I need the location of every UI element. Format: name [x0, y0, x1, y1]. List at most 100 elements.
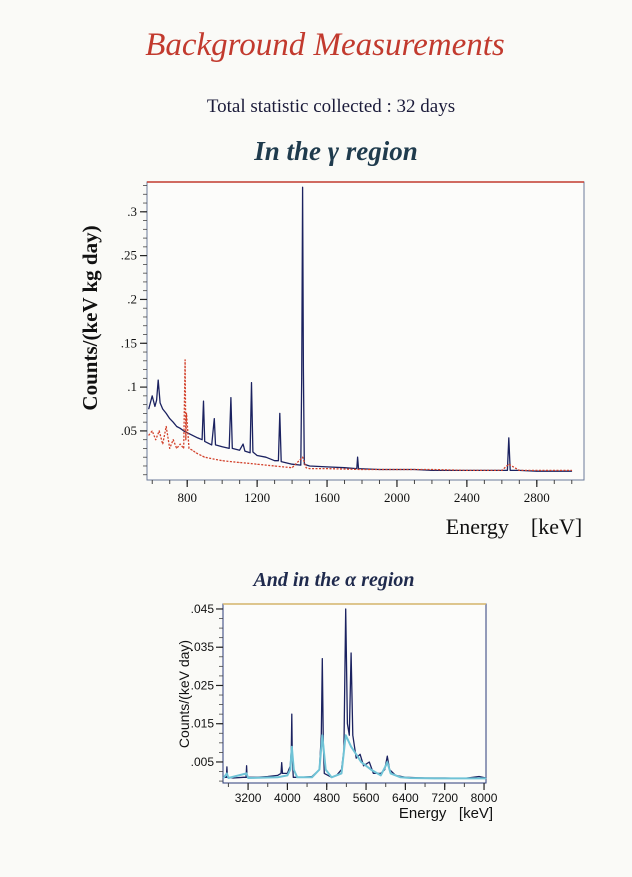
- data-point-spectrum-solid: [148, 408, 150, 410]
- data-point-alpha-dark: [321, 658, 323, 660]
- y-tick-label: .015: [191, 717, 215, 731]
- data-point-spectrum-solid: [251, 382, 252, 384]
- data-point-spectrum-solid: [249, 452, 251, 454]
- data-point-alpha-light: [485, 778, 487, 779]
- data-point-alpha-light: [223, 777, 224, 779]
- data-point-spectrum-dotted: [195, 452, 197, 454]
- data-point-spectrum-solid: [265, 456, 267, 458]
- data-point-alpha-dark: [280, 773, 282, 774]
- data-point-alpha-light: [277, 776, 278, 778]
- data-point-alpha-light: [409, 777, 411, 779]
- data-point-spectrum-solid: [169, 418, 171, 420]
- data-point-spectrum-dotted: [148, 434, 150, 436]
- data-point-spectrum-dotted: [501, 469, 503, 471]
- data-point-spectrum-solid: [203, 400, 204, 402]
- data-point-spectrum-solid: [176, 426, 178, 427]
- data-point-spectrum-dotted: [282, 466, 284, 468]
- y-tick-label: .1: [127, 379, 137, 394]
- data-point-alpha-dark: [226, 766, 228, 768]
- data-point-spectrum-solid: [274, 460, 276, 462]
- data-point-spectrum-dotted: [151, 430, 153, 432]
- data-point-spectrum-dotted: [155, 439, 157, 441]
- data-point-spectrum-dotted: [274, 465, 276, 467]
- plot-area: [146, 181, 585, 481]
- data-point-alpha-dark: [291, 713, 293, 715]
- data-point-spectrum-dotted: [213, 458, 214, 460]
- data-point-spectrum-solid: [309, 465, 310, 467]
- data-point-spectrum-dotted: [518, 469, 520, 471]
- data-point-spectrum-solid: [507, 469, 508, 471]
- data-point-spectrum-dotted: [256, 463, 258, 465]
- data-point-spectrum-solid: [302, 186, 303, 188]
- y-tick-label: .15: [121, 335, 137, 350]
- data-point-alpha-light: [325, 769, 327, 771]
- data-point-alpha-light: [386, 761, 388, 763]
- data-point-spectrum-solid: [201, 439, 203, 441]
- data-point-alpha-light: [380, 774, 382, 776]
- data-point-spectrum-solid: [300, 464, 302, 466]
- y-tick-label: .2: [127, 291, 137, 306]
- data-point-spectrum-solid: [230, 397, 232, 399]
- data-point-spectrum-solid: [356, 468, 358, 470]
- data-point-spectrum-solid: [278, 460, 279, 462]
- x-axis-label: Energy [keV]: [399, 805, 493, 822]
- data-point-spectrum-dotted: [184, 359, 186, 361]
- y-axis-label: Counts/(keV kg day): [78, 225, 102, 410]
- data-point-spectrum-solid: [344, 467, 345, 469]
- data-point-alpha-light: [321, 734, 323, 736]
- data-point-spectrum-solid: [192, 434, 193, 436]
- data-point-spectrum-solid: [508, 437, 510, 439]
- x-tick-label: 800: [177, 490, 197, 505]
- data-point-spectrum-solid: [280, 461, 282, 462]
- data-point-alpha-light: [390, 773, 392, 774]
- statistics-subtitle: Total statistic collected : 32 days: [207, 96, 455, 117]
- data-point-spectrum-dotted: [305, 467, 307, 469]
- data-point-alpha-dark: [242, 776, 244, 778]
- data-point-alpha-dark: [363, 765, 364, 767]
- data-point-spectrum-dotted: [169, 448, 171, 449]
- data-point-spectrum-dotted: [179, 443, 181, 445]
- data-point-alpha-dark: [478, 776, 480, 777]
- alpha-heading: And in the α region: [251, 569, 414, 591]
- data-point-alpha-dark: [292, 776, 294, 778]
- y-tick-label: .05: [121, 423, 137, 438]
- data-point-spectrum-dotted: [162, 443, 164, 445]
- x-tick-label: 1200: [244, 490, 270, 505]
- data-point-spectrum-dotted: [396, 469, 398, 470]
- data-point-spectrum-solid: [162, 408, 164, 410]
- data-point-alpha-dark: [346, 723, 348, 725]
- x-tick-label: 6400: [392, 791, 419, 805]
- data-point-spectrum-dotted: [302, 456, 303, 458]
- data-point-spectrum-solid: [211, 444, 213, 446]
- data-point-spectrum-dotted: [204, 456, 206, 458]
- data-point-spectrum-solid: [242, 443, 244, 445]
- data-point-spectrum-dotted: [176, 448, 178, 449]
- data-point-alpha-light: [345, 734, 347, 736]
- data-point-spectrum-solid: [197, 437, 199, 439]
- series-line-spectrum-dotted: [148, 359, 572, 472]
- x-tick-label: 3200: [235, 791, 262, 805]
- data-point-spectrum-solid: [303, 369, 304, 370]
- data-point-alpha-dark: [348, 734, 350, 736]
- data-point-spectrum-dotted: [309, 468, 310, 470]
- data-point-alpha-dark: [386, 755, 388, 757]
- data-point-spectrum-dotted: [571, 469, 573, 471]
- data-point-spectrum-solid: [157, 379, 159, 381]
- gamma-spectrum-chart: Counts/(keV kg day) Energy [keV] 800 1200…: [78, 181, 585, 539]
- data-point-alpha-light: [228, 777, 229, 779]
- y-tick-label: .025: [191, 678, 215, 692]
- data-point-spectrum-solid: [156, 399, 158, 401]
- data-point-spectrum-dotted: [165, 426, 167, 427]
- gamma-heading: In the γ region: [253, 136, 418, 166]
- data-point-spectrum-dotted: [291, 467, 293, 469]
- data-point-alpha-dark: [226, 776, 227, 778]
- data-point-alpha-light: [293, 769, 295, 771]
- data-point-alpha-light: [318, 769, 320, 771]
- data-point-spectrum-solid: [256, 455, 258, 456]
- data-point-alpha-light: [246, 773, 247, 774]
- x-tick-label: 4800: [313, 791, 340, 805]
- data-point-spectrum-dotted: [508, 463, 510, 465]
- data-point-spectrum-solid: [244, 450, 246, 452]
